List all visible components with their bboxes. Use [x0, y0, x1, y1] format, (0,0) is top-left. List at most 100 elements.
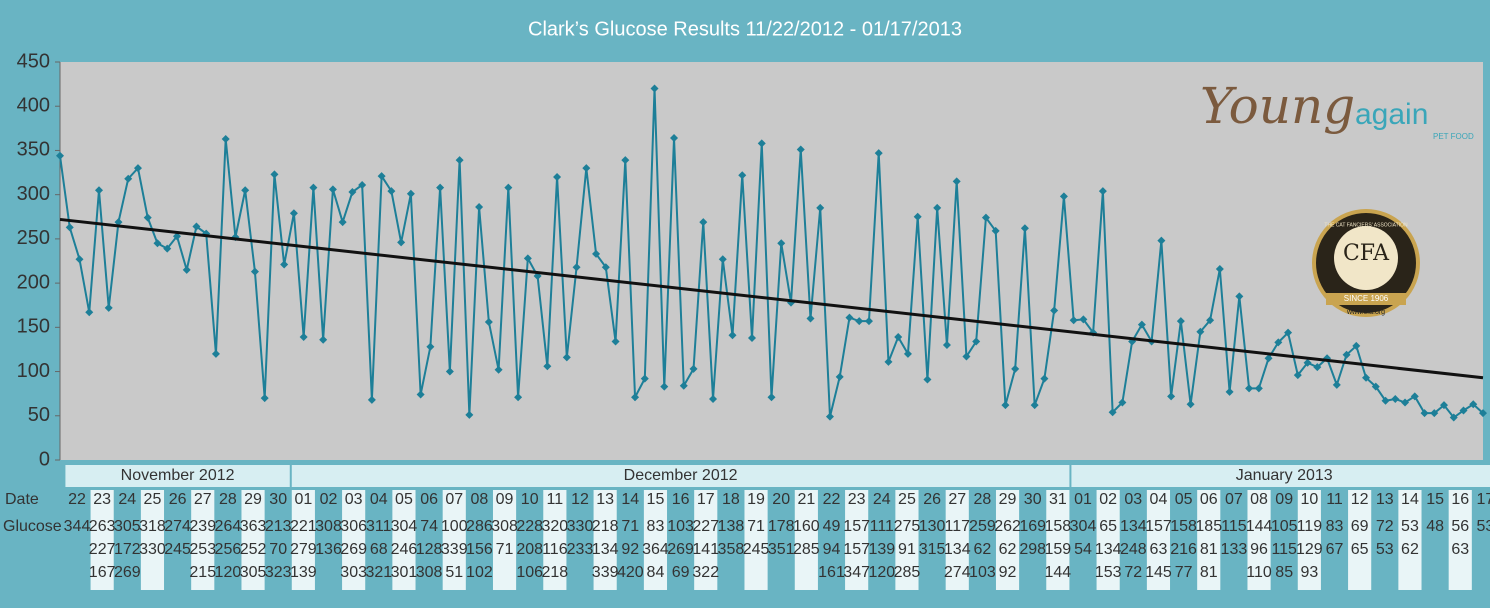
date-label: 29 — [244, 491, 262, 508]
glucose-point — [601, 263, 610, 272]
brand-logo: Young again PET FOOD — [1200, 77, 1474, 141]
date-column — [1096, 490, 1120, 590]
glucose-value: 246 — [391, 541, 418, 558]
date-label: 08 — [1250, 491, 1268, 508]
glucose-point — [1176, 317, 1185, 326]
glucose-value: 306 — [340, 518, 367, 535]
date-label: 02 — [320, 491, 338, 508]
glucose-point — [1050, 306, 1059, 315]
glucose-point — [124, 174, 133, 183]
glucose-point — [289, 209, 298, 218]
glucose-value: 134 — [944, 541, 971, 558]
glucose-point — [182, 265, 191, 274]
glucose-point — [689, 364, 698, 373]
glucose-value: 134 — [1120, 518, 1147, 535]
y-tick-label: 450 — [17, 50, 50, 72]
date-label: 26 — [169, 491, 187, 508]
glucose-point — [1245, 384, 1254, 393]
date-column — [845, 490, 869, 590]
glucose-value: 94 — [823, 541, 841, 558]
date-label: 10 — [521, 491, 539, 508]
glucose-value: 72 — [1376, 518, 1394, 535]
y-tick-label: 300 — [17, 183, 50, 205]
date-label: 03 — [1124, 491, 1142, 508]
date-label: 22 — [68, 491, 86, 508]
date-label: 28 — [219, 491, 237, 508]
date-column — [1448, 490, 1472, 590]
date-column — [543, 490, 567, 590]
glucose-point — [1206, 316, 1215, 325]
glucose-point — [962, 352, 971, 361]
date-column — [643, 490, 668, 590]
glucose-value: 144 — [1044, 564, 1071, 581]
date-column — [895, 490, 919, 590]
glucose-point — [1011, 364, 1020, 373]
date-label: 12 — [1351, 491, 1369, 508]
date-column — [945, 490, 969, 590]
date-label: 24 — [873, 491, 891, 508]
glucose-value: 157 — [843, 518, 870, 535]
glucose-value: 138 — [718, 518, 745, 535]
glucose-point — [309, 183, 318, 192]
glucose-value: 141 — [692, 541, 719, 558]
date-column — [392, 490, 416, 590]
glucose-point — [796, 145, 805, 154]
date-label: 19 — [747, 491, 765, 508]
date-label: 04 — [1150, 491, 1168, 508]
y-tick-label: 50 — [28, 404, 50, 426]
glucose-value: 318 — [139, 518, 166, 535]
glucose-point — [1157, 236, 1166, 245]
glucose-point — [572, 263, 581, 272]
y-tick-label: 250 — [17, 227, 50, 249]
glucose-value: 91 — [898, 541, 916, 558]
glucose-value: 218 — [592, 518, 619, 535]
date-label: 25 — [144, 491, 162, 508]
glucose-value: 285 — [793, 541, 820, 558]
date-column — [1046, 490, 1070, 590]
date-column — [492, 490, 517, 590]
glucose-value: 344 — [64, 518, 91, 535]
glucose-point — [991, 226, 1000, 235]
glucose-point — [1137, 320, 1146, 329]
glucose-value: 128 — [416, 541, 443, 558]
month-header — [291, 465, 1070, 487]
glucose-value: 71 — [621, 518, 639, 535]
glucose-point — [348, 188, 357, 197]
date-label: 23 — [848, 491, 866, 508]
date-label: 06 — [1200, 491, 1218, 508]
badge-url: www.cfa.org — [1346, 309, 1385, 316]
glucose-value: 286 — [466, 518, 493, 535]
glucose-value: 274 — [944, 564, 971, 581]
glucose-point — [592, 249, 601, 258]
glucose-value: 279 — [290, 541, 317, 558]
glucose-point — [1108, 408, 1117, 417]
date-label: 16 — [672, 491, 690, 508]
date-column — [694, 490, 718, 590]
glucose-value: 259 — [969, 518, 996, 535]
glucose-value: 156 — [466, 541, 493, 558]
date-label: 12 — [571, 491, 589, 508]
glucose-point — [923, 375, 932, 384]
glucose-value: 263 — [89, 518, 116, 535]
glucose-point — [1264, 354, 1273, 363]
glucose-point — [913, 212, 922, 221]
glucose-value: 363 — [240, 518, 267, 535]
glucose-point — [338, 218, 347, 227]
glucose-value: 305 — [240, 564, 267, 581]
date-label: 17 — [697, 491, 715, 508]
glucose-value: 72 — [1124, 564, 1142, 581]
glucose-value: 134 — [592, 541, 619, 558]
glucose-value: 116 — [542, 541, 568, 558]
glucose-point — [250, 267, 259, 276]
chart-title: Clark’s Glucose Results 11/22/2012 - 01/… — [528, 18, 962, 40]
glucose-value: 213 — [265, 518, 292, 535]
glucose-value: 245 — [164, 541, 191, 558]
glucose-value: 252 — [240, 541, 267, 558]
date-column — [794, 490, 818, 590]
glucose-value: 330 — [139, 541, 166, 558]
date-row-label: Date — [5, 491, 39, 508]
date-column — [90, 490, 114, 590]
date-column — [593, 490, 617, 590]
glucose-value: 358 — [718, 541, 745, 558]
glucose-value: 81 — [1200, 564, 1218, 581]
